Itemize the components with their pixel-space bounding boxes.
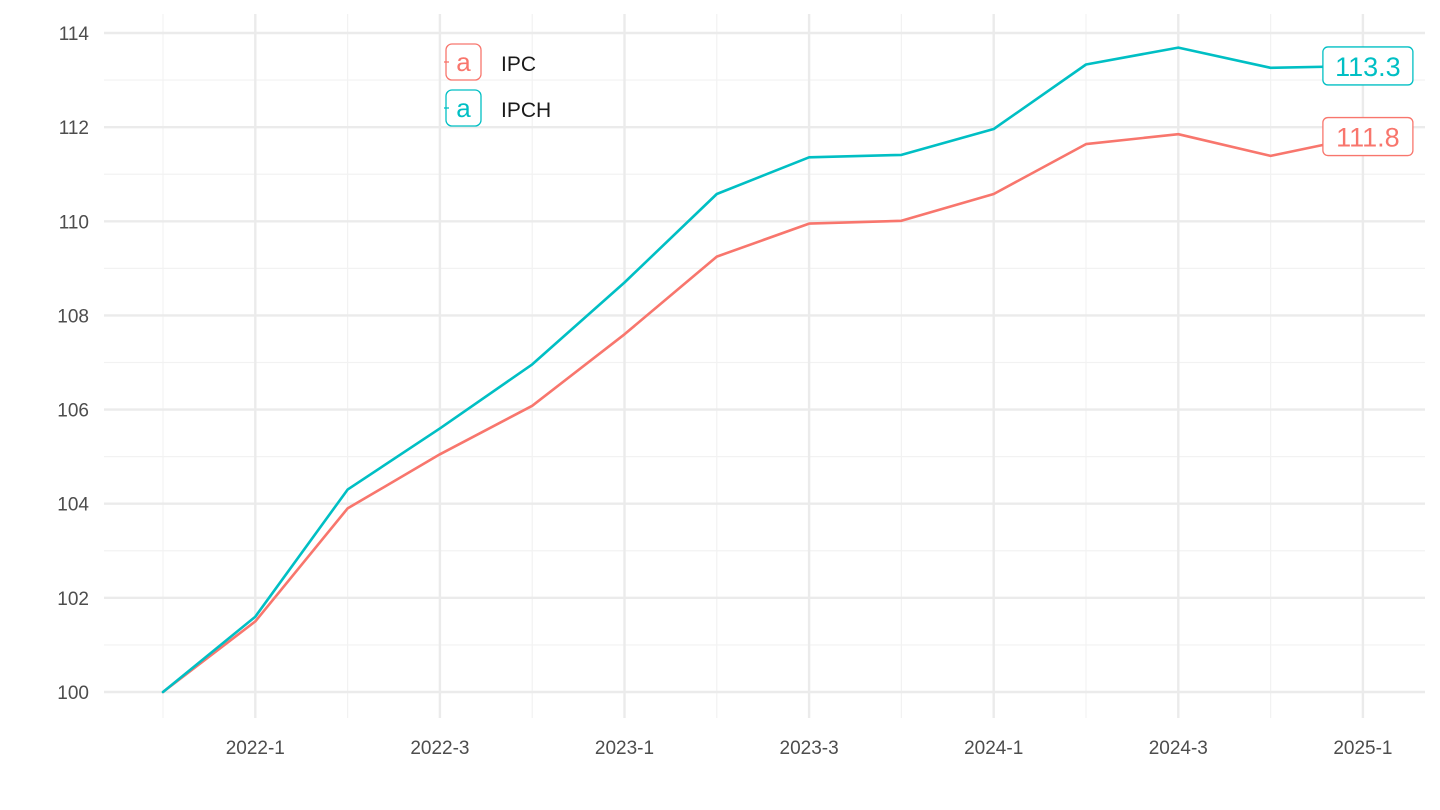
series-line-ipc (161, 132, 1365, 694)
legend-item-ipc: a IPC (444, 43, 536, 81)
x-tick-label: 2022-3 (410, 738, 469, 759)
minor-gridlines (104, 14, 1425, 718)
y-tick-label: 110 (59, 212, 89, 233)
x-axis-tick-labels: 2022-1 2022-3 2023-1 2023-3 2024-1 2024-3 2025… (226, 738, 1393, 759)
series-lines (161, 46, 1365, 694)
end-label-value: 113.3 (1335, 52, 1401, 82)
y-tick-label: 102 (57, 589, 89, 610)
series-end-labels: 111.8 113.3 (1322, 46, 1414, 157)
y-tick-label: 114 (59, 24, 90, 45)
x-tick-label: 2024-1 (964, 738, 1023, 759)
x-tick-label: 2023-1 (595, 738, 654, 759)
legend-label: IPCH (501, 99, 551, 122)
legend-label: IPC (501, 53, 536, 76)
legend-key-glyph: a (456, 93, 471, 123)
series-line-ipch (161, 46, 1365, 694)
y-tick-label: 108 (57, 306, 89, 327)
y-tick-label: 100 (57, 683, 89, 704)
end-label-value: 111.8 (1336, 123, 1400, 153)
legend-item-ipch: a IPCH (444, 89, 551, 127)
y-tick-label: 112 (59, 118, 89, 139)
legend-key-glyph: a (456, 47, 471, 77)
y-axis-tick-labels: 100 102 104 106 108 110 112 114 (57, 24, 89, 704)
y-tick-label: 106 (57, 401, 89, 422)
y-tick-label: 104 (57, 495, 89, 516)
x-tick-label: 2023-3 (780, 738, 839, 759)
end-label-ipch: 113.3 (1322, 46, 1414, 86)
end-label-ipc: 111.8 (1322, 116, 1414, 157)
x-tick-label: 2024-3 (1149, 738, 1208, 759)
end-label-box (1322, 116, 1414, 157)
end-label-box (1322, 46, 1414, 86)
legend: a IPC a IPCH (444, 43, 551, 127)
x-tick-label: 2022-1 (226, 738, 285, 759)
x-tick-label: 2025-1 (1333, 738, 1392, 759)
major-gridlines (104, 14, 1425, 718)
